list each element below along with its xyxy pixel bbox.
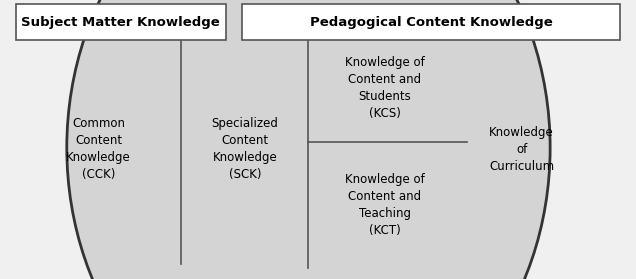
Text: Knowledge
of
Curriculum: Knowledge of Curriculum bbox=[489, 126, 554, 173]
Text: Subject Matter Knowledge: Subject Matter Knowledge bbox=[22, 16, 220, 29]
Text: Common
Content
Knowledge
(CCK): Common Content Knowledge (CCK) bbox=[66, 117, 131, 181]
FancyBboxPatch shape bbox=[242, 4, 620, 40]
Text: Knowledge of
Content and
Students
(KCS): Knowledge of Content and Students (KCS) bbox=[345, 56, 425, 120]
Ellipse shape bbox=[67, 0, 550, 279]
Text: Specialized
Content
Knowledge
(SCK): Specialized Content Knowledge (SCK) bbox=[211, 117, 279, 181]
Text: Knowledge of
Content and
Teaching
(KCT): Knowledge of Content and Teaching (KCT) bbox=[345, 173, 425, 237]
Text: Pedagogical Content Knowledge: Pedagogical Content Knowledge bbox=[310, 16, 552, 29]
FancyBboxPatch shape bbox=[16, 4, 226, 40]
